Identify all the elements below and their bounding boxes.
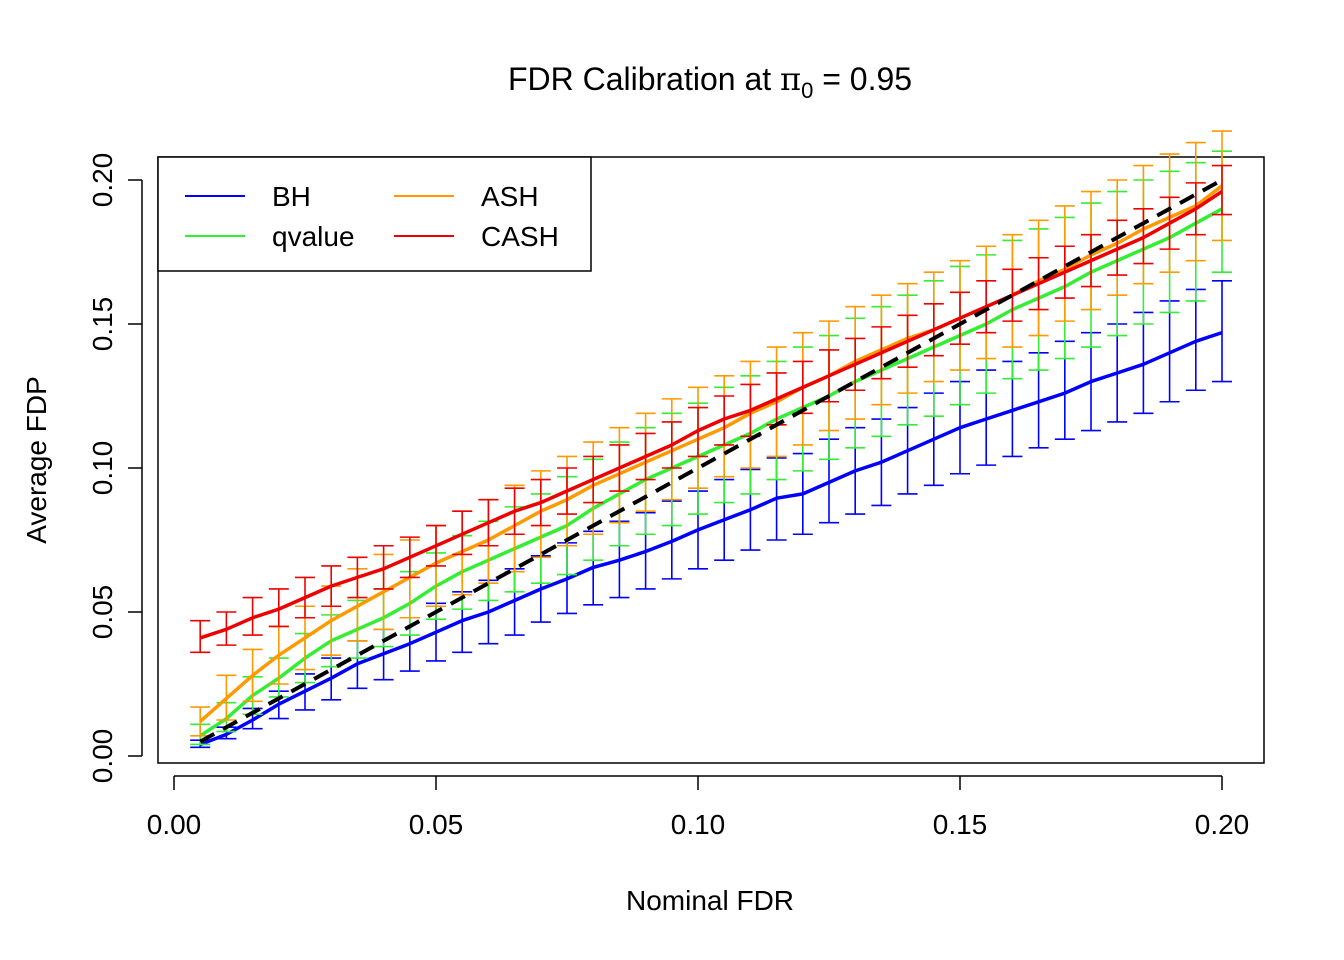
series-line-qvalue — [199, 207, 1223, 738]
y-axis: 0.00 0.05 0.10 0.15 0.20 — [87, 153, 143, 784]
legend-box — [157, 156, 592, 272]
series-cash — [190, 164, 1232, 654]
y-tick-label: 0.15 — [87, 297, 118, 352]
x-tick-label: 0.05 — [409, 809, 464, 840]
plot-frame — [157, 156, 1265, 764]
series-line-cash — [199, 190, 1223, 640]
legend-label-cash: CASH — [481, 221, 559, 252]
series-line-bh — [199, 330, 1223, 747]
reference-line-layer — [199, 178, 1223, 744]
legend-label-bh: BH — [272, 181, 311, 212]
y-axis-label: Average FDP — [21, 376, 52, 544]
x-tick-label: 0.10 — [671, 809, 726, 840]
legend-label-qvalue: qvalue — [272, 221, 355, 252]
x-tick-label: 0.15 — [933, 809, 988, 840]
x-tick-label: 0.00 — [147, 809, 202, 840]
chart-title-pi: π — [780, 60, 801, 98]
y-tick-label: 0.05 — [87, 585, 118, 640]
legend-label-ash: ASH — [481, 181, 539, 212]
chart-title-subscript: 0 — [801, 78, 813, 103]
x-tick-label: 0.20 — [1195, 809, 1250, 840]
chart-title: FDR Calibration at π0 = 0.95 — [508, 60, 912, 103]
x-axis: 0.00 0.05 0.10 0.15 0.20 — [147, 775, 1250, 840]
y-tick-label: 0.10 — [87, 441, 118, 496]
chart-title-suffix: = 0.95 — [813, 61, 912, 97]
legend: BH qvalue ASH CASH — [157, 156, 592, 272]
y-tick-label: 0.00 — [87, 729, 118, 784]
x-axis-label: Nominal FDR — [626, 885, 794, 916]
chart-title-prefix: FDR Calibration at — [508, 61, 780, 97]
y-tick-label: 0.20 — [87, 153, 118, 208]
series-bh — [190, 279, 1232, 749]
reference-line — [199, 178, 1223, 744]
series-layer — [190, 130, 1232, 749]
